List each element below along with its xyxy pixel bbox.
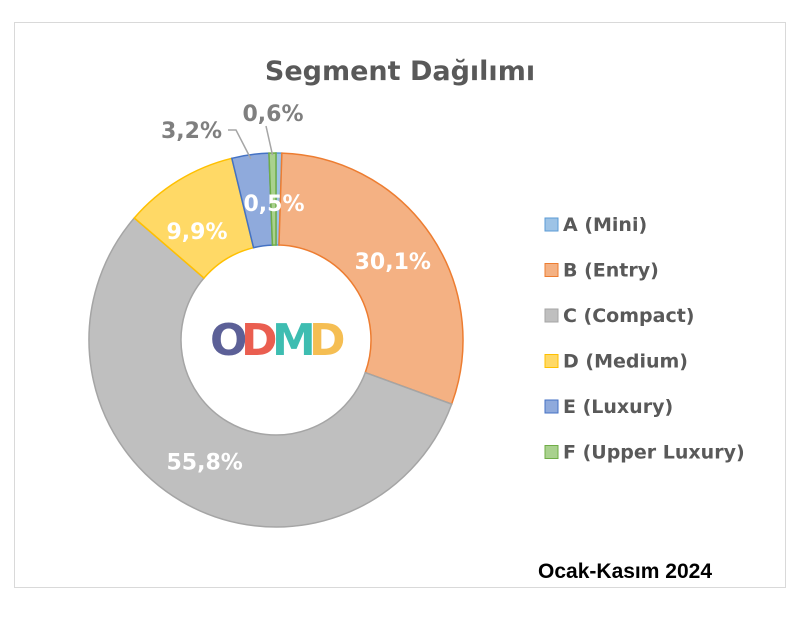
leader-line-e (228, 129, 252, 160)
logo-letter-3: M (272, 315, 316, 366)
legend-label-e: E (Luxury) (563, 396, 673, 418)
period-label: Ocak-Kasım 2024 (538, 560, 712, 583)
legend-swatch-d (544, 354, 559, 368)
legend-swatch-e (544, 399, 559, 414)
legend-swatch-b (544, 263, 559, 277)
slice-b (278, 152, 464, 406)
data-label-d: 9,9% (166, 220, 227, 245)
logo-letter-4: D (309, 315, 346, 366)
donut-slices (88, 152, 464, 528)
legend-swatch-c (544, 308, 559, 323)
leader-lines (228, 125, 274, 160)
legend-label-f: F (Upper Luxury) (563, 442, 745, 464)
data-labels: 0,5% 30,1% 55,8% 9,9% 3,2% 0,6% (161, 102, 431, 476)
chart-title: Segment Dağılımı (265, 56, 535, 87)
leader-line-f (265, 125, 274, 156)
legend-swatch-a (544, 217, 559, 232)
data-label-b: 30,1% (355, 250, 431, 275)
data-label-e: 3,2% (161, 119, 222, 144)
slice-c (88, 216, 453, 528)
legend-label-a: A (Mini) (563, 214, 647, 236)
legend-label-b: B (Entry) (563, 260, 659, 282)
legend-label-d: D (Medium) (563, 351, 688, 373)
data-label-f: 0,6% (242, 102, 303, 127)
logo-letter-1: O (210, 315, 247, 366)
logo-letter-2: D (241, 315, 278, 366)
legend-label-c: C (Compact) (563, 305, 695, 327)
data-label-a: 0,5% (243, 192, 304, 217)
legend: A (Mini) B (Entry) C (Compact) D (Medium) E … (544, 214, 745, 464)
data-label-c: 55,8% (167, 451, 243, 476)
legend-swatch-f (544, 445, 559, 459)
